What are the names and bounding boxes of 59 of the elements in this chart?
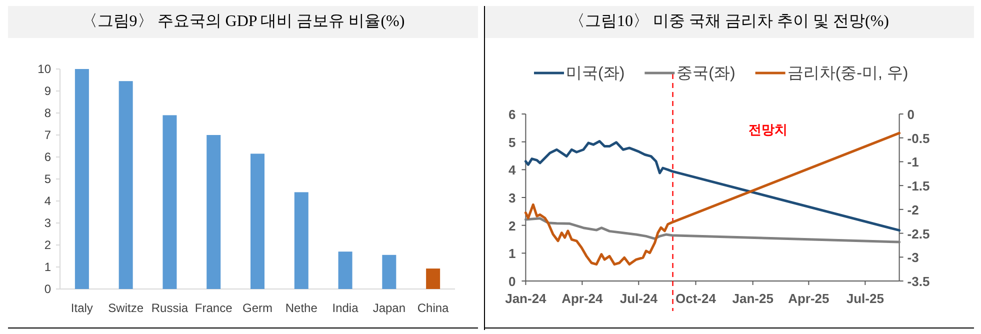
bar	[162, 115, 177, 289]
x-tick-label: Jul-24	[620, 291, 658, 306]
y2-tick-label: -1.5	[907, 178, 930, 194]
x-tick-label: Switze	[108, 301, 144, 315]
y-tick-label: 6	[508, 107, 516, 122]
y2-tick-label: -3	[907, 250, 919, 266]
y-tick-label: 2	[508, 218, 516, 234]
x-tick-label: Nethe	[285, 301, 318, 315]
y-tick-label: 0	[44, 282, 52, 296]
y2-tick-label: -0.5	[907, 130, 930, 146]
y-tick-label: 2	[44, 238, 52, 252]
y2-tick-label: -2	[907, 202, 919, 218]
y-tick-label: 3	[44, 216, 52, 230]
line-series	[524, 217, 901, 244]
bar	[382, 254, 396, 289]
y-tick-label: 1	[508, 246, 516, 262]
y-tick-label: 9	[44, 84, 52, 98]
x-tick-label: Jan-24	[505, 291, 548, 306]
bar	[74, 69, 89, 289]
x-tick-label: Oct-24	[676, 291, 717, 306]
x-tick-label: Japan	[372, 301, 406, 315]
x-tick-label: Italy	[70, 301, 93, 315]
ref-line-label: 전망치	[748, 122, 788, 137]
x-tick-label: Jan-25	[732, 291, 774, 306]
bar	[294, 192, 308, 289]
legend-label: 중국(좌)	[676, 65, 736, 82]
y-tick-label: 5	[508, 134, 516, 150]
y2-tick-label: -1	[907, 154, 919, 170]
y-tick-label: 5	[44, 172, 52, 186]
chart-title: 〈그림10〉 미중 국채 금리차 추이 및 전망(%)	[484, 6, 974, 38]
y-tick-label: 10	[38, 62, 52, 76]
x-tick-label: Germ	[242, 301, 273, 315]
x-tick-label: Jul-25	[846, 291, 884, 306]
y-tick-label: 6	[44, 150, 52, 164]
legend-label: 미국(좌)	[566, 65, 625, 82]
y-tick-label: 1	[44, 260, 52, 274]
y-tick-label: 0	[508, 274, 516, 289]
x-tick-label: France	[194, 301, 233, 315]
y-tick-label: 7	[44, 128, 52, 142]
chart-title: 〈그림9〉 주요국의 GDP 대비 금보유 비율(%)	[8, 6, 478, 38]
x-tick-label: Apr-24	[562, 291, 604, 306]
x-tick-label: Russia	[151, 301, 188, 315]
x-tick-label: India	[332, 301, 359, 315]
y-tick-label: 4	[508, 162, 516, 178]
bar	[338, 252, 352, 289]
x-tick-label: Apr-25	[788, 291, 830, 306]
line-series	[524, 140, 901, 232]
y-tick-label: 8	[44, 106, 52, 120]
y2-tick-label: -2.5	[907, 226, 930, 242]
y-tick-label: 3	[508, 190, 516, 206]
bar	[250, 154, 264, 289]
bar	[426, 268, 440, 289]
bar	[206, 135, 221, 289]
x-tick-label: China	[417, 301, 450, 315]
y2-tick-label: -3.5	[907, 274, 930, 289]
y2-tick-label: 0	[907, 107, 915, 122]
legend-label: 금리차(중-미, 우)	[787, 65, 908, 82]
y-tick-label: 4	[44, 194, 52, 208]
bar	[118, 81, 133, 289]
